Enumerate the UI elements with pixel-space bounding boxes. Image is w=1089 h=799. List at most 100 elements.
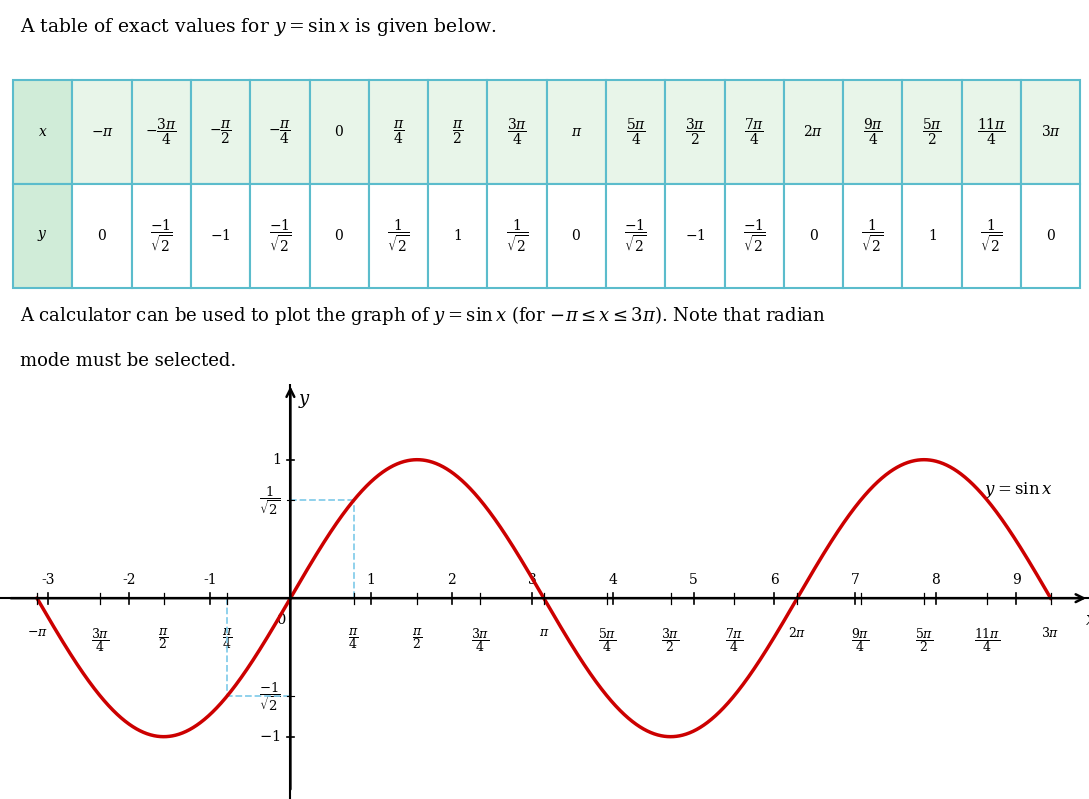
Text: $-\dfrac{3\pi}{4}$: $-\dfrac{3\pi}{4}$ <box>146 117 178 147</box>
Text: -3: -3 <box>41 573 56 587</box>
Text: $-\pi$: $-\pi$ <box>90 125 113 139</box>
FancyBboxPatch shape <box>309 80 369 184</box>
Text: $\dfrac{3\pi}{4}$: $\dfrac{3\pi}{4}$ <box>91 626 110 654</box>
FancyBboxPatch shape <box>962 184 1021 288</box>
FancyBboxPatch shape <box>665 80 724 184</box>
Text: 7: 7 <box>851 573 859 587</box>
Text: $\dfrac{3\pi}{4}$: $\dfrac{3\pi}{4}$ <box>472 626 490 654</box>
Text: $\dfrac{-1}{\sqrt{2}}$: $\dfrac{-1}{\sqrt{2}}$ <box>743 217 766 254</box>
Text: $\dfrac{9\pi}{4}$: $\dfrac{9\pi}{4}$ <box>852 626 870 654</box>
FancyBboxPatch shape <box>191 184 250 288</box>
Text: $\dfrac{11\pi}{4}$: $\dfrac{11\pi}{4}$ <box>975 626 1001 654</box>
Text: -2: -2 <box>122 573 136 587</box>
FancyBboxPatch shape <box>369 184 428 288</box>
FancyBboxPatch shape <box>843 184 903 288</box>
FancyBboxPatch shape <box>903 80 962 184</box>
Text: 4: 4 <box>609 573 617 587</box>
Text: $\dfrac{3\pi}{4}$: $\dfrac{3\pi}{4}$ <box>507 117 527 147</box>
Text: $x$: $x$ <box>1085 610 1089 629</box>
Text: $\dfrac{\pi}{4}$: $\dfrac{\pi}{4}$ <box>222 626 232 651</box>
Text: $\dfrac{1}{\sqrt{2}}$: $\dfrac{1}{\sqrt{2}}$ <box>259 483 281 517</box>
Text: $\dfrac{5\pi}{2}$: $\dfrac{5\pi}{2}$ <box>922 117 942 147</box>
Text: -1: -1 <box>203 573 217 587</box>
Text: $\dfrac{1}{\sqrt{2}}$: $\dfrac{1}{\sqrt{2}}$ <box>861 217 884 254</box>
Text: 8: 8 <box>931 573 940 587</box>
FancyBboxPatch shape <box>1021 80 1080 184</box>
Text: $\dfrac{\pi}{4}$: $\dfrac{\pi}{4}$ <box>393 118 404 145</box>
FancyBboxPatch shape <box>724 184 784 288</box>
Text: $\dfrac{-1}{\sqrt{2}}$: $\dfrac{-1}{\sqrt{2}}$ <box>269 217 291 254</box>
Text: $0$: $0$ <box>808 229 819 243</box>
Text: $\dfrac{-1}{\sqrt{2}}$: $\dfrac{-1}{\sqrt{2}}$ <box>150 217 172 254</box>
FancyBboxPatch shape <box>428 80 488 184</box>
FancyBboxPatch shape <box>1021 184 1080 288</box>
Text: $\dfrac{\pi}{2}$: $\dfrac{\pi}{2}$ <box>412 626 423 651</box>
Text: 1: 1 <box>367 573 376 587</box>
Text: $\dfrac{1}{\sqrt{2}}$: $\dfrac{1}{\sqrt{2}}$ <box>505 217 528 254</box>
Text: $\dfrac{5\pi}{4}$: $\dfrac{5\pi}{4}$ <box>598 626 616 654</box>
FancyBboxPatch shape <box>72 184 132 288</box>
FancyBboxPatch shape <box>784 184 843 288</box>
Text: 3: 3 <box>528 573 537 587</box>
FancyBboxPatch shape <box>488 184 547 288</box>
FancyBboxPatch shape <box>309 184 369 288</box>
Text: $\dfrac{5\pi}{4}$: $\dfrac{5\pi}{4}$ <box>625 117 646 147</box>
Text: $y$: $y$ <box>37 229 48 243</box>
FancyBboxPatch shape <box>547 184 605 288</box>
Text: $\dfrac{\pi}{2}$: $\dfrac{\pi}{2}$ <box>158 626 169 651</box>
Text: $1$: $1$ <box>453 229 462 243</box>
Text: 2: 2 <box>448 573 456 587</box>
FancyBboxPatch shape <box>488 80 547 184</box>
Text: $-1$: $-1$ <box>685 229 706 243</box>
Text: $\dfrac{3\pi}{2}$: $\dfrac{3\pi}{2}$ <box>685 117 705 147</box>
Text: $y$: $y$ <box>298 392 311 410</box>
FancyBboxPatch shape <box>547 80 605 184</box>
Text: $0$: $0$ <box>334 229 344 243</box>
Text: $\dfrac{9\pi}{4}$: $\dfrac{9\pi}{4}$ <box>862 117 883 147</box>
Text: $2\pi$: $2\pi$ <box>804 125 823 139</box>
FancyBboxPatch shape <box>132 80 191 184</box>
Text: A calculator can be used to plot the graph of $y = \sin x$ (for $-\pi \leq x \le: A calculator can be used to plot the gra… <box>20 304 825 327</box>
FancyBboxPatch shape <box>13 80 72 184</box>
FancyBboxPatch shape <box>428 184 488 288</box>
FancyBboxPatch shape <box>72 80 132 184</box>
Text: $-\dfrac{\pi}{4}$: $-\dfrac{\pi}{4}$ <box>268 118 292 145</box>
FancyBboxPatch shape <box>784 80 843 184</box>
Text: 9: 9 <box>1012 573 1020 587</box>
Text: $1$: $1$ <box>928 229 937 243</box>
Text: $\dfrac{1}{\sqrt{2}}$: $\dfrac{1}{\sqrt{2}}$ <box>980 217 1003 254</box>
Text: $0$: $0$ <box>97 229 107 243</box>
Text: $-1$: $-1$ <box>259 729 281 744</box>
Text: 6: 6 <box>770 573 779 587</box>
FancyBboxPatch shape <box>665 184 724 288</box>
FancyBboxPatch shape <box>605 184 665 288</box>
FancyBboxPatch shape <box>191 80 250 184</box>
Text: $0$: $0$ <box>1045 229 1055 243</box>
Text: $\dfrac{-1}{\sqrt{2}}$: $\dfrac{-1}{\sqrt{2}}$ <box>259 680 281 713</box>
Text: mode must be selected.: mode must be selected. <box>20 352 236 370</box>
Text: $\dfrac{-1}{\sqrt{2}}$: $\dfrac{-1}{\sqrt{2}}$ <box>624 217 647 254</box>
Text: $\pi$: $\pi$ <box>571 125 582 139</box>
Text: $2\pi$: $2\pi$ <box>788 626 807 640</box>
Text: $0$: $0$ <box>334 125 344 139</box>
Text: $-\pi$: $-\pi$ <box>26 626 48 639</box>
Text: $\dfrac{\pi}{2}$: $\dfrac{\pi}{2}$ <box>452 118 464 145</box>
FancyBboxPatch shape <box>724 80 784 184</box>
FancyBboxPatch shape <box>369 80 428 184</box>
Text: $y = \sin x$: $y = \sin x$ <box>984 480 1053 500</box>
Text: $0$: $0$ <box>276 612 286 627</box>
FancyBboxPatch shape <box>132 184 191 288</box>
Text: 5: 5 <box>689 573 698 587</box>
Text: $\dfrac{11\pi}{4}$: $\dfrac{11\pi}{4}$ <box>977 117 1006 147</box>
Text: $\dfrac{7\pi}{4}$: $\dfrac{7\pi}{4}$ <box>724 626 743 654</box>
FancyBboxPatch shape <box>843 80 903 184</box>
Text: $\dfrac{7\pi}{4}$: $\dfrac{7\pi}{4}$ <box>744 117 764 147</box>
Text: $3\pi$: $3\pi$ <box>1041 626 1060 640</box>
Text: $1$: $1$ <box>271 452 281 467</box>
Text: $\dfrac{\pi}{4}$: $\dfrac{\pi}{4}$ <box>348 626 359 651</box>
Text: $\dfrac{1}{\sqrt{2}}$: $\dfrac{1}{\sqrt{2}}$ <box>388 217 409 254</box>
FancyBboxPatch shape <box>903 184 962 288</box>
Text: $\dfrac{3\pi}{2}$: $\dfrac{3\pi}{2}$ <box>661 626 680 654</box>
FancyBboxPatch shape <box>962 80 1021 184</box>
FancyBboxPatch shape <box>250 80 309 184</box>
